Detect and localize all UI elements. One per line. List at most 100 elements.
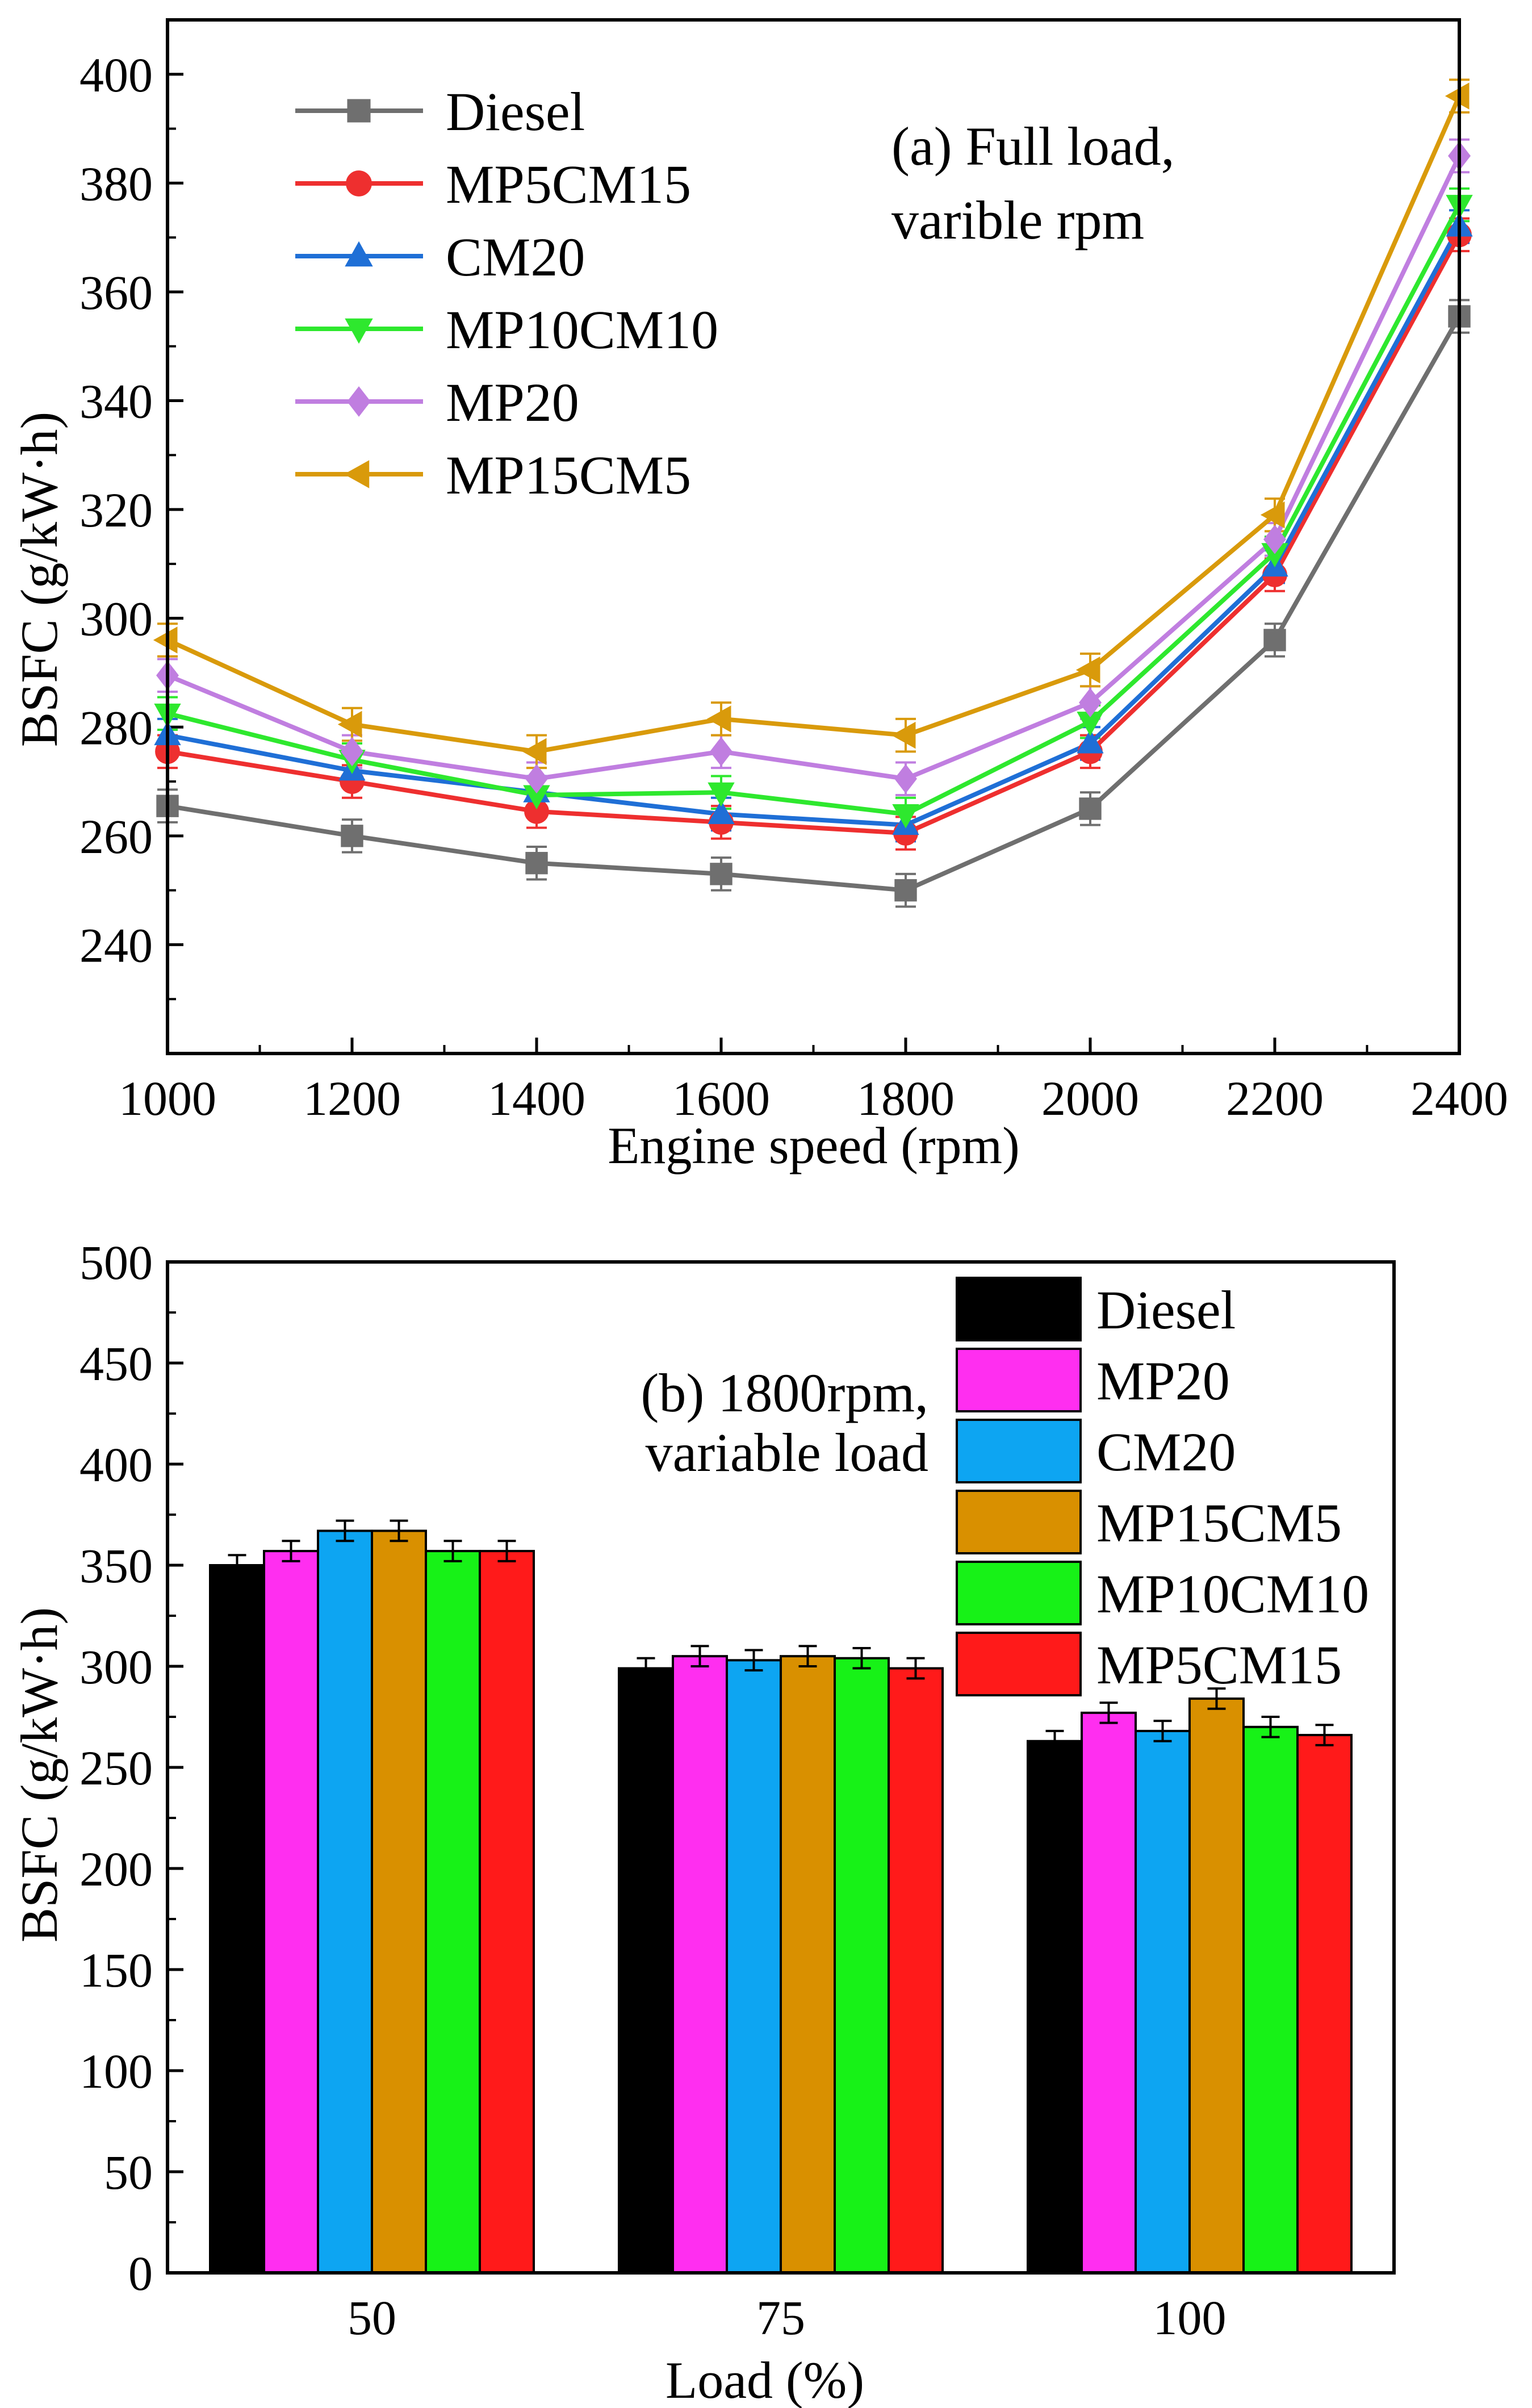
a-y-tick-label: 380 [79, 156, 153, 211]
series-line-mp20 [166, 154, 1462, 781]
bar-mp20 [263, 1550, 319, 2275]
bar-mp5cm15 [479, 1550, 535, 2275]
a-plot-frame [166, 18, 1461, 1055]
series-line-mp15cm5 [166, 95, 1462, 754]
legend-swatch-mp5cm15 [956, 1632, 1082, 1696]
a-annotation-line-1: (a) Full load, [891, 116, 1175, 177]
legend-marker-mp15cm5 [344, 460, 370, 488]
legend-marker-mp5cm15 [346, 170, 372, 197]
a-x-axis-title: Engine speed (rpm) [608, 1117, 1020, 1174]
b-legend: Diesel MP20 CM20 MP15CM5 MP10CM10 MP5CM15 [956, 1277, 1369, 1696]
b-y-axis-title: BSFC (g/kW·h) [10, 1607, 68, 1942]
legend-label-mp5cm15: MP5CM15 [1096, 1634, 1342, 1695]
b-annotation-line-2: variable load [646, 1422, 928, 1483]
a-y-tick-label: 400 [79, 48, 153, 102]
a-x-tick-label: 2000 [1041, 1071, 1139, 1126]
data-point-diesel [341, 825, 363, 847]
legend-marker-mp20 [347, 386, 371, 417]
a-y-tick-label: 240 [79, 918, 153, 972]
data-point-cm20 [1077, 729, 1104, 754]
a-x-tick-labels: 1000 1200 1400 1600 1800 2000 2200 2400 [119, 1071, 1508, 1126]
bar-mp10cm10 [425, 1550, 481, 2275]
bar-mp20 [1081, 1711, 1137, 2274]
bar-cm20 [1135, 1729, 1191, 2274]
bar-mp15cm5 [1188, 1697, 1245, 2274]
b-y-tick-label: 500 [79, 1235, 153, 1290]
b-y-tick-label: 100 [79, 2044, 153, 2098]
a-legend: Diesel MP5CM15 CM20 MP10CM10 MP20 MP15CM5 [295, 81, 718, 505]
data-point-mp10cm10 [892, 804, 919, 829]
a-x-tick-label: 1000 [119, 1071, 216, 1126]
bar-mp20 [672, 1655, 728, 2274]
line-chart-panel: 1000 1200 1400 1600 1800 2000 2200 2400 240 260 2… [10, 18, 1508, 1174]
b-y-tick-label: 50 [104, 2145, 153, 2200]
bar-diesel [618, 1667, 674, 2274]
a-x-tick-label: 1600 [672, 1071, 770, 1126]
legend-swatch-mp20 [956, 1348, 1082, 1412]
data-point-mp20 [894, 764, 917, 794]
b-x-tick-label: 75 [756, 2290, 805, 2345]
bar-cm20 [317, 1529, 373, 2274]
bar-mp10cm10 [1242, 1725, 1299, 2275]
b-annotation-line-1: (b) 1800rpm, [641, 1362, 928, 1423]
legend-marker-diesel [347, 99, 371, 123]
b-y-tick-label: 400 [79, 1437, 153, 1492]
b-y-tick-label: 300 [79, 1640, 153, 1694]
bar-mp15cm5 [371, 1529, 427, 2274]
a-y-tick-label: 300 [79, 592, 153, 646]
bar-mp5cm15 [888, 1667, 944, 2274]
a-series-lines [166, 95, 1462, 893]
legend-label-mp20: MP20 [1096, 1351, 1230, 1411]
legend-label-mp15cm5: MP15CM5 [446, 445, 691, 505]
data-point-mp15cm5 [1260, 501, 1285, 529]
legend-label-diesel: Diesel [1096, 1280, 1236, 1340]
b-x-tick-label: 50 [348, 2290, 396, 2345]
a-x-tick-label: 2200 [1226, 1071, 1324, 1126]
data-point-mp15cm5 [1445, 82, 1470, 110]
legend-label-mp20: MP20 [446, 372, 579, 433]
data-point-mp15cm5 [1075, 656, 1100, 684]
legend-label-cm20: CM20 [446, 227, 585, 287]
a-y-tick-labels: 240 260 280 300 320 340 360 380 400 [79, 48, 153, 973]
a-x-tick-label: 2400 [1410, 1071, 1508, 1126]
data-point-mp15cm5 [337, 710, 362, 738]
data-point-mp15cm5 [706, 705, 731, 733]
a-x-tick-label: 1200 [303, 1071, 401, 1126]
b-x-tick-labels: 50 75 100 [348, 2290, 1227, 2345]
a-y-tick-label: 280 [79, 700, 153, 755]
b-y-tick-label: 450 [79, 1336, 153, 1391]
bar-mp5cm15 [1296, 1734, 1353, 2275]
b-error-bars [228, 1519, 1334, 1753]
data-point-mp10cm10 [708, 782, 735, 807]
bar-mp15cm5 [780, 1655, 836, 2274]
b-y-tick-label: 0 [128, 2246, 153, 2301]
a-y-tick-label: 340 [79, 374, 153, 429]
b-y-tick-label: 250 [79, 1741, 153, 1795]
data-point-mp20 [710, 737, 732, 767]
a-markers [153, 82, 1473, 902]
data-point-diesel [710, 863, 732, 885]
a-y-tick-label: 360 [79, 265, 153, 320]
data-point-mp15cm5 [522, 738, 547, 766]
series-line-cm20 [167, 225, 1462, 827]
legend-marker-mp10cm10 [345, 318, 373, 344]
data-point-mp15cm5 [891, 721, 916, 749]
a-x-tick-label: 1400 [488, 1071, 585, 1126]
data-point-mp20 [1079, 688, 1102, 717]
b-x-tick-label: 100 [1153, 2290, 1227, 2345]
data-point-diesel [894, 879, 917, 902]
legend-label-mp15cm5: MP15CM5 [1096, 1493, 1342, 1553]
legend-label-diesel: Diesel [446, 81, 585, 142]
data-point-diesel [1263, 629, 1286, 651]
data-point-diesel [1079, 797, 1102, 820]
a-x-tick-label: 1800 [857, 1071, 955, 1126]
legend-swatch-cm20 [956, 1419, 1082, 1483]
a-y-axis-title: BSFC (g/kW·h) [10, 412, 68, 747]
series-line-mp5cm15 [167, 233, 1462, 836]
legend-label-mp10cm10: MP10CM10 [446, 299, 718, 360]
bar-diesel [1027, 1740, 1083, 2274]
b-y-tick-label: 150 [79, 1943, 153, 1997]
series-line-diesel [167, 315, 1462, 893]
b-bars [209, 1529, 1353, 2275]
a-y-tick-label: 260 [79, 809, 153, 864]
